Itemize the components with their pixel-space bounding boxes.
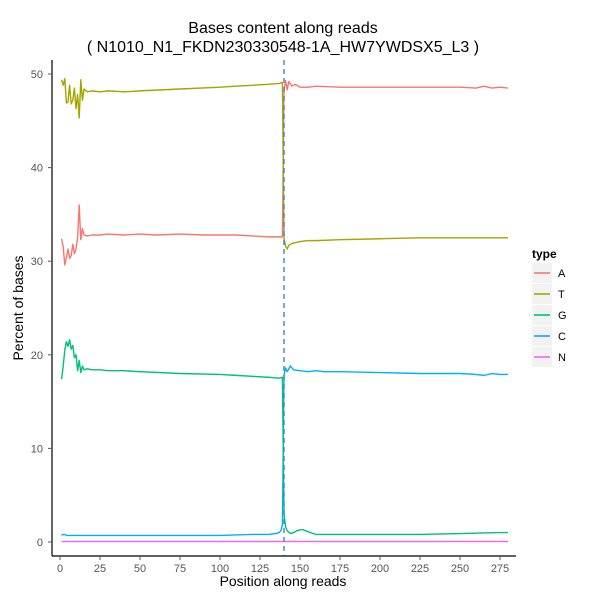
x-tick-label: 225 xyxy=(411,563,429,575)
x-tick-label: 150 xyxy=(291,563,309,575)
series-line-t xyxy=(60,78,508,250)
legend-label-c: C xyxy=(558,331,566,343)
y-tick-label: 40 xyxy=(31,163,43,175)
x-tick-label: 50 xyxy=(134,563,146,575)
y-tick-label: 50 xyxy=(31,69,43,81)
series-line-c xyxy=(61,365,508,537)
x-tick-label: 25 xyxy=(94,563,106,575)
x-tick-label: 250 xyxy=(451,563,469,575)
x-axis-title: Position along reads xyxy=(220,573,347,589)
legend-label-n: N xyxy=(558,352,566,364)
series-line-g xyxy=(60,339,508,536)
x-axis-ticks: 0 25 50 75 100 125 150 175 200 225 250 275 xyxy=(57,556,509,575)
chart-title: Bases content along reads xyxy=(188,20,377,37)
x-tick-label: 200 xyxy=(371,563,389,575)
legend-label-g: G xyxy=(558,310,567,322)
x-tick-label: 125 xyxy=(251,563,269,575)
x-tick-label: 275 xyxy=(491,563,509,575)
y-tick-label: 20 xyxy=(31,350,43,362)
legend-label-t: T xyxy=(558,289,565,301)
x-tick-label: 100 xyxy=(211,563,229,575)
x-tick-label: 0 xyxy=(57,563,63,575)
legend-title: type xyxy=(532,247,557,261)
y-axis-title: Percent of bases xyxy=(10,255,26,360)
chart-subtitle: ( N1010_N1_FKDN230330548-1A_HW7YWDSX5_L3… xyxy=(87,39,479,56)
x-tick-label: 75 xyxy=(174,563,186,575)
y-tick-label: 0 xyxy=(37,537,43,549)
series-line-a xyxy=(60,79,509,266)
y-axis-ticks: 0 10 20 30 40 50 xyxy=(31,69,52,549)
plot-area xyxy=(60,60,509,556)
legend-label-a: A xyxy=(558,268,566,280)
x-tick-label: 175 xyxy=(331,563,349,575)
y-tick-label: 30 xyxy=(31,256,43,268)
y-tick-label: 10 xyxy=(31,443,43,455)
